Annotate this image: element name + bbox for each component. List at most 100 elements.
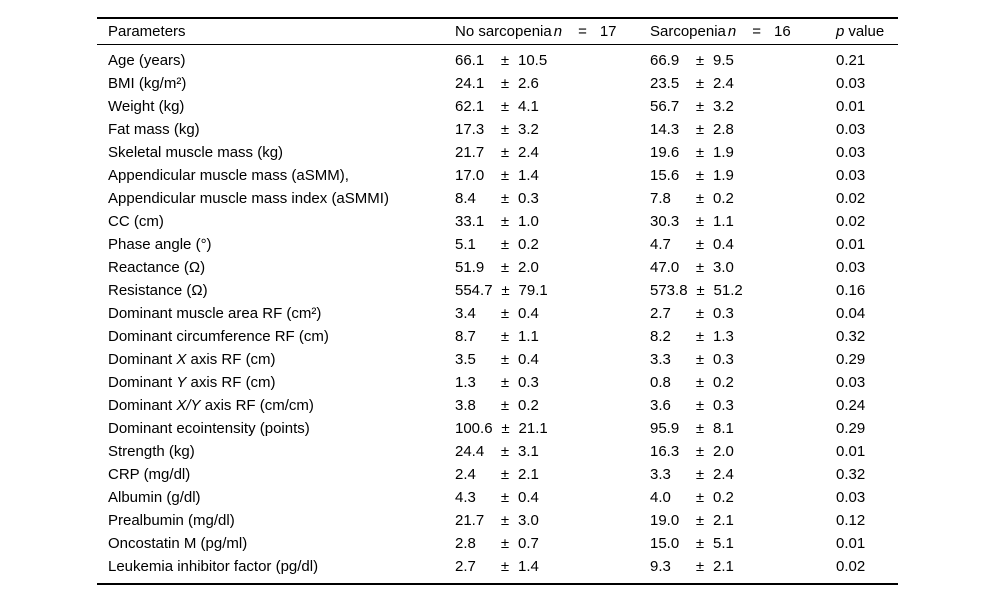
mean-value: 100.6 [455, 420, 493, 437]
table-body: Age (years) 66.1 ±10.5 66.9 ±9.5 0.21 BMI (kg/… [97, 45, 898, 585]
value-cell: 17.0 ±1.4 [455, 168, 650, 183]
value-cell: 17.3 ±3.2 [455, 122, 650, 137]
table-row: Resistance (Ω) 554.7 ±79.1 573.8 ±51.2 0.16 [97, 279, 898, 302]
plus-minus-sign: ± [500, 489, 510, 506]
sd-value: 3.0 [713, 259, 734, 276]
plus-minus-sign: ± [500, 512, 510, 529]
sd-value: 1.0 [518, 213, 539, 230]
group-count: 17 [599, 23, 617, 40]
mean-value: 4.7 [650, 236, 671, 253]
sd-value: 0.3 [713, 351, 734, 368]
table-row: BMI (kg/m²) 24.1 ±2.6 23.5 ±2.4 0.03 [97, 72, 898, 95]
mean-value: 16.3 [650, 443, 680, 460]
plus-minus-sign: ± [500, 121, 510, 138]
value-cell: 47.0 ±3.0 [650, 260, 836, 275]
value-cell: 2.8 ±0.7 [455, 536, 650, 551]
param-cell: Weight (kg) [108, 98, 185, 115]
plus-minus-sign: ± [500, 144, 510, 161]
value-cell: 8.2 ±1.3 [650, 329, 836, 344]
p-value-cell: 0.03 [836, 75, 866, 92]
p-symbol: p [836, 23, 845, 40]
param-cell: Leukemia inhibitor factor (pg/dl) [108, 558, 319, 575]
mean-value: 3.4 [455, 305, 476, 322]
col-header-no-sarcopenia: No sarcopenia n = 17 [455, 24, 650, 39]
plus-minus-sign: ± [500, 52, 510, 69]
table-row: Strength (kg) 24.4 ±3.1 16.3 ±2.0 0.01 [97, 440, 898, 463]
col-header-sarcopenia: Sarcopenia n = 16 [650, 24, 836, 39]
value-cell: 33.1 ±1.0 [455, 214, 650, 229]
param-cell: Dominant muscle area RF (cm²) [108, 305, 322, 322]
param-cell: Strength (kg) [108, 443, 195, 460]
value-cell: 24.1 ±2.6 [455, 76, 650, 91]
plus-minus-sign: ± [500, 351, 510, 368]
equals-sign: = [752, 23, 761, 40]
plus-minus-sign: ± [695, 351, 705, 368]
plus-minus-sign: ± [695, 466, 705, 483]
plus-minus-sign: ± [695, 535, 705, 552]
p-value-cell: 0.03 [836, 121, 866, 138]
value-cell: 573.8 ±51.2 [650, 283, 836, 298]
sd-value: 3.2 [713, 98, 734, 115]
param-cell: Skeletal muscle mass (kg) [108, 144, 284, 161]
p-value-cell: 0.03 [836, 259, 866, 276]
group-label: Sarcopenia [650, 23, 726, 40]
mean-value: 8.2 [650, 328, 671, 345]
plus-minus-sign: ± [695, 236, 705, 253]
sd-value: 0.3 [518, 374, 539, 391]
plus-minus-sign: ± [500, 374, 510, 391]
table-row: Oncostatin M (pg/ml) 2.8 ±0.7 15.0 ±5.1 0.01 [97, 532, 898, 555]
value-cell: 0.8 ±0.2 [650, 375, 836, 390]
mean-value: 19.0 [650, 512, 680, 529]
mean-value: 24.1 [455, 75, 485, 92]
col-header-parameters: Parameters [108, 23, 186, 40]
sd-value: 2.6 [518, 75, 539, 92]
plus-minus-sign: ± [500, 328, 510, 345]
table-row: Reactance (Ω) 51.9 ±2.0 47.0 ±3.0 0.03 [97, 256, 898, 279]
sd-value: 3.1 [518, 443, 539, 460]
equals-sign: = [578, 23, 587, 40]
param-cell: Dominant Y axis RF (cm) [108, 374, 276, 391]
sd-value: 9.5 [713, 52, 734, 69]
mean-value: 8.7 [455, 328, 476, 345]
table-row: Appendicular muscle mass (aSMM), 17.0 ±1.4… [97, 164, 898, 187]
param-cell: Dominant X axis RF (cm) [108, 351, 276, 368]
plus-minus-sign: ± [500, 535, 510, 552]
table-row: Dominant Y axis RF (cm) 1.3 ±0.3 0.8 ±0.2 0.0… [97, 371, 898, 394]
p-value-cell: 0.02 [836, 190, 866, 207]
sd-value: 2.4 [713, 75, 734, 92]
param-cell: CC (cm) [108, 213, 164, 230]
value-cell: 4.0 ±0.2 [650, 490, 836, 505]
plus-minus-sign: ± [500, 558, 510, 575]
n-symbol: n [727, 23, 737, 40]
table-row: Fat mass (kg) 17.3 ±3.2 14.3 ±2.8 0.03 [97, 118, 898, 141]
mean-value: 2.4 [455, 466, 476, 483]
mean-value: 4.3 [455, 489, 476, 506]
plus-minus-sign: ± [695, 558, 705, 575]
p-value-cell: 0.01 [836, 535, 866, 552]
plus-minus-sign: ± [695, 52, 705, 69]
table-row: Dominant X/Y axis RF (cm/cm) 3.8 ±0.2 3.6 ±0… [97, 394, 898, 417]
value-cell: 19.0 ±2.1 [650, 513, 836, 528]
mean-value: 30.3 [650, 213, 680, 230]
plus-minus-sign: ± [695, 121, 705, 138]
p-value-cell: 0.03 [836, 167, 866, 184]
p-value-cell: 0.04 [836, 305, 866, 322]
sd-value: 0.4 [713, 236, 734, 253]
table-row: Appendicular muscle mass index (aSMMI) 8.… [97, 187, 898, 210]
sd-value: 0.2 [713, 374, 734, 391]
col-header-p-value: p value [836, 24, 898, 39]
p-value-cell: 0.01 [836, 98, 866, 115]
plus-minus-sign: ± [695, 420, 705, 437]
param-cell: Fat mass (kg) [108, 121, 200, 138]
value-cell: 3.6 ±0.3 [650, 398, 836, 413]
sd-value: 0.4 [518, 351, 539, 368]
sd-value: 2.4 [518, 144, 539, 161]
param-cell: BMI (kg/m²) [108, 75, 187, 92]
mean-value: 17.3 [455, 121, 485, 138]
sd-value: 0.3 [518, 190, 539, 207]
mean-value: 2.7 [650, 305, 671, 322]
sd-value: 10.5 [518, 52, 548, 69]
table-row: Skeletal muscle mass (kg) 21.7 ±2.4 19.6 ±1.… [97, 141, 898, 164]
sd-value: 2.4 [713, 466, 734, 483]
mean-value: 3.5 [455, 351, 476, 368]
